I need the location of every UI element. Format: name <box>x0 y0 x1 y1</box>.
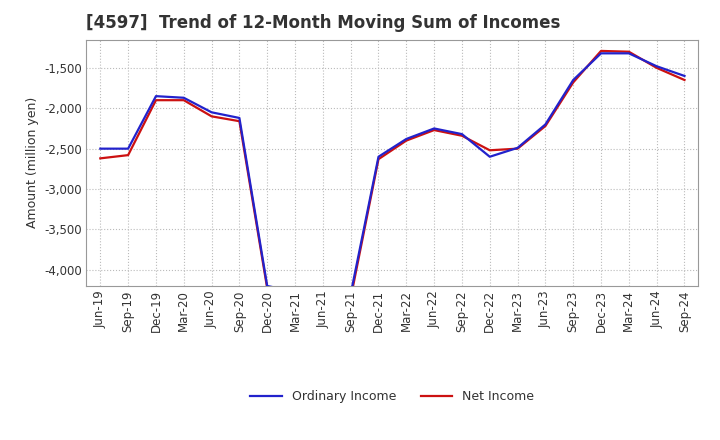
Ordinary Income <box>318 290 327 295</box>
Net Income <box>541 123 550 128</box>
Ordinary Income <box>402 136 410 142</box>
Ordinary Income <box>96 146 104 151</box>
Legend: Ordinary Income, Net Income: Ordinary Income, Net Income <box>246 385 539 408</box>
Ordinary Income <box>263 283 271 289</box>
Ordinary Income <box>597 51 606 56</box>
Net Income <box>179 98 188 103</box>
Net Income <box>402 138 410 143</box>
Net Income <box>652 65 661 70</box>
Line: Ordinary Income: Ordinary Income <box>100 53 685 294</box>
Net Income <box>318 291 327 297</box>
Net Income <box>291 291 300 296</box>
Net Income <box>374 157 383 162</box>
Ordinary Income <box>124 146 132 151</box>
Ordinary Income <box>541 122 550 127</box>
Ordinary Income <box>291 289 300 294</box>
Ordinary Income <box>207 110 216 115</box>
Net Income <box>124 153 132 158</box>
Ordinary Income <box>430 126 438 131</box>
Ordinary Income <box>179 95 188 100</box>
Ordinary Income <box>346 291 355 297</box>
Net Income <box>235 118 243 124</box>
Net Income <box>680 77 689 83</box>
Net Income <box>624 49 633 55</box>
Ordinary Income <box>485 154 494 159</box>
Net Income <box>152 98 161 103</box>
Line: Net Income: Net Income <box>100 51 685 298</box>
Net Income <box>96 156 104 161</box>
Ordinary Income <box>458 132 467 137</box>
Net Income <box>513 146 522 151</box>
Ordinary Income <box>513 145 522 150</box>
Ordinary Income <box>624 51 633 56</box>
Ordinary Income <box>235 115 243 121</box>
Ordinary Income <box>152 94 161 99</box>
Net Income <box>263 286 271 291</box>
Ordinary Income <box>569 77 577 83</box>
Net Income <box>485 148 494 153</box>
Ordinary Income <box>374 154 383 159</box>
Ordinary Income <box>680 73 689 79</box>
Y-axis label: Amount (million yen): Amount (million yen) <box>26 97 39 228</box>
Ordinary Income <box>652 64 661 69</box>
Net Income <box>458 133 467 138</box>
Net Income <box>430 128 438 133</box>
Net Income <box>207 114 216 119</box>
Text: [4597]  Trend of 12-Month Moving Sum of Incomes: [4597] Trend of 12-Month Moving Sum of I… <box>86 15 561 33</box>
Net Income <box>346 296 355 301</box>
Net Income <box>569 80 577 85</box>
Net Income <box>597 48 606 54</box>
